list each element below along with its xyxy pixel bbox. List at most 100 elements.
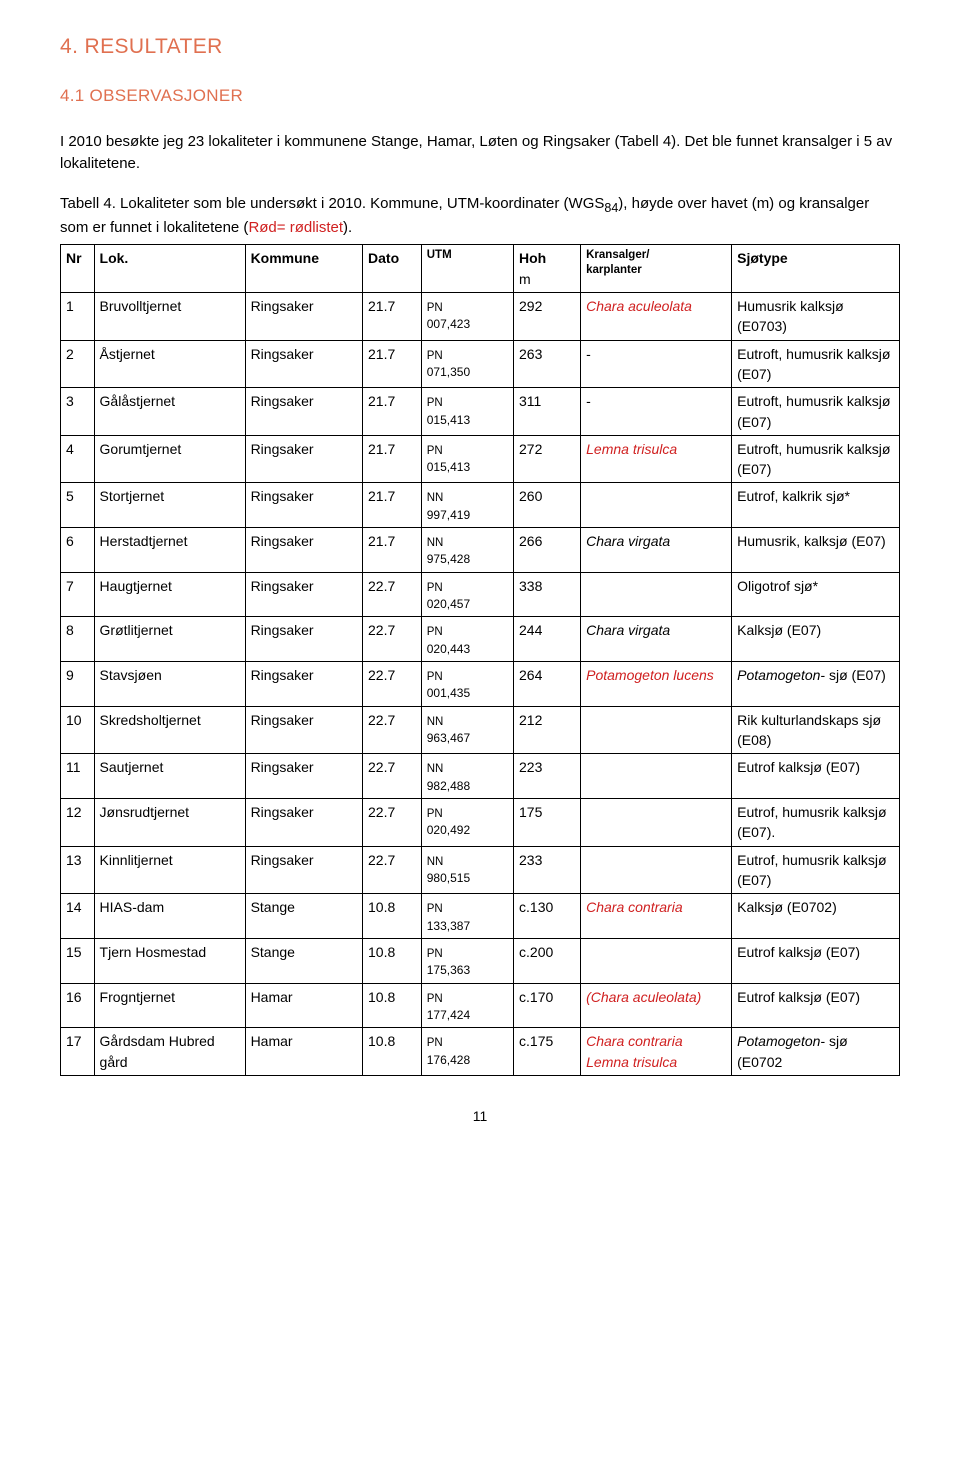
table-cell: 5 xyxy=(61,483,95,528)
species: Chara virgata xyxy=(586,533,670,549)
table-cell: Ringsaker xyxy=(245,799,362,847)
table-cell: Eutrof, humusrik kalksjø (E07). xyxy=(732,799,900,847)
col-kransalger: Kransalger/ karplanter xyxy=(581,245,732,293)
table-row: 5StortjernetRingsaker21.7NN997,419260Eut… xyxy=(61,483,900,528)
table-cell xyxy=(581,846,732,894)
table-cell: 21.7 xyxy=(363,340,422,388)
table-cell: 292 xyxy=(514,293,581,341)
table-cell: Lemna trisulca xyxy=(581,435,732,483)
table-row: 9StavsjøenRingsaker22.7PN001,435264Potam… xyxy=(61,662,900,707)
table-cell: Ringsaker xyxy=(245,662,362,707)
hoh-label: Hoh xyxy=(519,250,546,266)
label-part: Kransalger/ xyxy=(586,249,649,261)
table-cell: Ringsaker xyxy=(245,388,362,436)
table-cell: Eutroft, humusrik kalksjø (E07) xyxy=(732,340,900,388)
localities-table: Nr Lok. Kommune Dato UTM Hoh m Kransalge… xyxy=(60,244,900,1076)
table-cell: 223 xyxy=(514,754,581,799)
subsection-heading: 4.1 OBSERVASJONER xyxy=(60,84,900,109)
table-cell: PN020,492 xyxy=(421,799,513,847)
table-cell: Gårdsdam Hubred gård xyxy=(94,1028,245,1076)
utm-zone: PN xyxy=(427,350,443,362)
table-cell: Eutrof kalksjø (E07) xyxy=(732,939,900,984)
utm-zone: NN xyxy=(427,763,444,775)
table-cell: 311 xyxy=(514,388,581,436)
utm-coord: 020,492 xyxy=(427,822,508,839)
table-cell: Ringsaker xyxy=(245,572,362,617)
table-cell: 8 xyxy=(61,617,95,662)
table-cell: Haugtjernet xyxy=(94,572,245,617)
table-cell: Kalksjø (E0702) xyxy=(732,894,900,939)
utm-zone: NN xyxy=(427,716,444,728)
table-cell: Humusrik kalksjø (E0703) xyxy=(732,293,900,341)
table-cell xyxy=(581,939,732,984)
table-cell: PN015,413 xyxy=(421,388,513,436)
table-cell xyxy=(581,572,732,617)
table-cell: 21.7 xyxy=(363,388,422,436)
table-cell: Eutrof kalksjø (E07) xyxy=(732,983,900,1028)
utm-zone: PN xyxy=(427,445,443,457)
table-cell: 10.8 xyxy=(363,939,422,984)
table-cell: 10 xyxy=(61,706,95,754)
table-cell: Eutroft, humusrik kalksjø (E07) xyxy=(732,388,900,436)
caption-text: ). xyxy=(343,219,352,236)
table-cell: PN001,435 xyxy=(421,662,513,707)
header-row: Nr Lok. Kommune Dato UTM Hoh m Kransalge… xyxy=(61,245,900,293)
caption-sub: 84 xyxy=(604,201,618,215)
table-cell: Rik kulturlandskaps sjø (E08) xyxy=(732,706,900,754)
table-cell: Bruvolltjernet xyxy=(94,293,245,341)
table-cell: Eutroft, humusrik kalksjø (E07) xyxy=(732,435,900,483)
utm-coord: 176,428 xyxy=(427,1052,508,1069)
table-cell: 272 xyxy=(514,435,581,483)
table-cell: Ringsaker xyxy=(245,293,362,341)
table-cell: Åstjernet xyxy=(94,340,245,388)
table-cell: 11 xyxy=(61,754,95,799)
table-cell: 22.7 xyxy=(363,617,422,662)
table-row: 13KinnlitjernetRingsaker22.7NN980,515233… xyxy=(61,846,900,894)
table-row: 4GorumtjernetRingsaker21.7PN015,413272Le… xyxy=(61,435,900,483)
table-cell xyxy=(581,706,732,754)
table-cell: Kalksjø (E07) xyxy=(732,617,900,662)
table-cell: Ringsaker xyxy=(245,617,362,662)
table-row: 3GålåstjernetRingsaker21.7PN015,413311-E… xyxy=(61,388,900,436)
utm-zone: PN xyxy=(427,993,443,1005)
table-cell: 4 xyxy=(61,435,95,483)
table-cell: Potamogeton- sjø (E07) xyxy=(732,662,900,707)
table-cell: 175 xyxy=(514,799,581,847)
table-cell: Potamogeton- sjø (E0702 xyxy=(732,1028,900,1076)
table-cell: 10.8 xyxy=(363,1028,422,1076)
table-cell: 338 xyxy=(514,572,581,617)
table-cell: Ringsaker xyxy=(245,754,362,799)
table-cell: Humusrik, kalksjø (E07) xyxy=(732,528,900,573)
utm-zone: NN xyxy=(427,537,444,549)
table-cell: Skredsholtjernet xyxy=(94,706,245,754)
table-cell: - xyxy=(581,340,732,388)
table-row: 17Gårdsdam Hubred gårdHamar10.8PN176,428… xyxy=(61,1028,900,1076)
table-cell: Hamar xyxy=(245,983,362,1028)
table-cell: Stange xyxy=(245,939,362,984)
table-row: 12JønsrudtjernetRingsaker22.7PN020,49217… xyxy=(61,799,900,847)
table-cell: Stavsjøen xyxy=(94,662,245,707)
label-part: karplanter xyxy=(586,264,642,276)
table-cell: 10.8 xyxy=(363,983,422,1028)
table-cell: 10.8 xyxy=(363,894,422,939)
table-cell: Chara contraria xyxy=(581,894,732,939)
table-row: 10SkredsholtjernetRingsaker22.7NN963,467… xyxy=(61,706,900,754)
table-cell: 6 xyxy=(61,528,95,573)
table-cell: Ringsaker xyxy=(245,435,362,483)
hoh-unit: m xyxy=(519,271,531,287)
intro-paragraph: I 2010 besøkte jeg 23 lokaliteter i komm… xyxy=(60,131,900,175)
table-cell: PN175,363 xyxy=(421,939,513,984)
table-caption: Tabell 4. Lokaliteter som ble undersøkt … xyxy=(60,193,900,239)
table-cell: 21.7 xyxy=(363,528,422,573)
utm-zone: PN xyxy=(427,948,443,960)
utm-coord: 133,387 xyxy=(427,918,508,935)
col-sjotype: Sjøtype xyxy=(732,245,900,293)
table-cell: NN982,488 xyxy=(421,754,513,799)
table-row: 7HaugtjernetRingsaker22.7PN020,457338Oli… xyxy=(61,572,900,617)
table-cell: 266 xyxy=(514,528,581,573)
table-cell: Herstadtjernet xyxy=(94,528,245,573)
table-row: 15Tjern HosmestadStange10.8PN175,363c.20… xyxy=(61,939,900,984)
table-row: 8GrøtlitjernetRingsaker22.7PN020,443244C… xyxy=(61,617,900,662)
table-cell: Sautjernet xyxy=(94,754,245,799)
table-cell: 15 xyxy=(61,939,95,984)
